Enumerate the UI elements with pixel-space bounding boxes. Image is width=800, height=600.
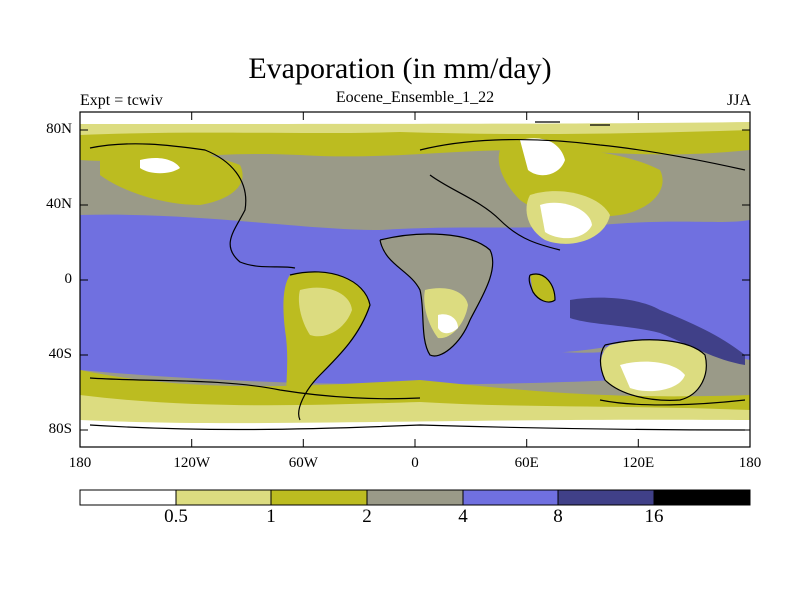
colorbar xyxy=(79,489,751,506)
colorbar-box-0 xyxy=(79,489,177,506)
colorbar-box-4 xyxy=(462,489,559,506)
y-tick-label: 80N xyxy=(46,121,72,137)
x-tick-label: 120W xyxy=(173,455,211,471)
x-tick-label: 180 xyxy=(68,455,92,471)
colorbar-box-2 xyxy=(270,489,368,506)
colorbar-label: 4 xyxy=(458,506,468,527)
y-tick-label: 0 xyxy=(64,271,73,287)
colorbar-label: 16 xyxy=(644,506,664,527)
y-tick-label: 80S xyxy=(48,421,72,437)
colorbar-box-6 xyxy=(653,489,751,506)
ensemble-label: Eocene_Ensemble_1_22 xyxy=(335,89,495,106)
colorbar-label: 2 xyxy=(362,506,372,527)
x-tick-label: 60E xyxy=(514,455,539,471)
x-axis-ticks xyxy=(79,112,751,447)
x-tick-label: 180 xyxy=(738,455,762,471)
y-tick-label: 40N xyxy=(46,196,72,212)
colorbar-box-5 xyxy=(557,489,655,506)
x-tick-label: 120E xyxy=(622,455,655,471)
experiment-label: Expt = tcwiv xyxy=(80,92,163,109)
y-tick-label: 40S xyxy=(48,346,72,362)
evaporation-field xyxy=(80,112,750,447)
x-tick-label: 60W xyxy=(288,455,318,471)
colorbar-label: 0.5 xyxy=(164,506,188,527)
map-title: Evaporation (in mm/day) xyxy=(248,52,552,85)
colorbar-box-3 xyxy=(366,489,464,506)
season-label: JJA xyxy=(726,92,751,109)
x-tick-label: 0 xyxy=(411,455,419,471)
colorbar-label: 1 xyxy=(266,506,276,527)
colorbar-box-1 xyxy=(175,489,272,506)
y-axis-ticks xyxy=(80,129,750,431)
colorbar-label: 8 xyxy=(553,506,563,527)
